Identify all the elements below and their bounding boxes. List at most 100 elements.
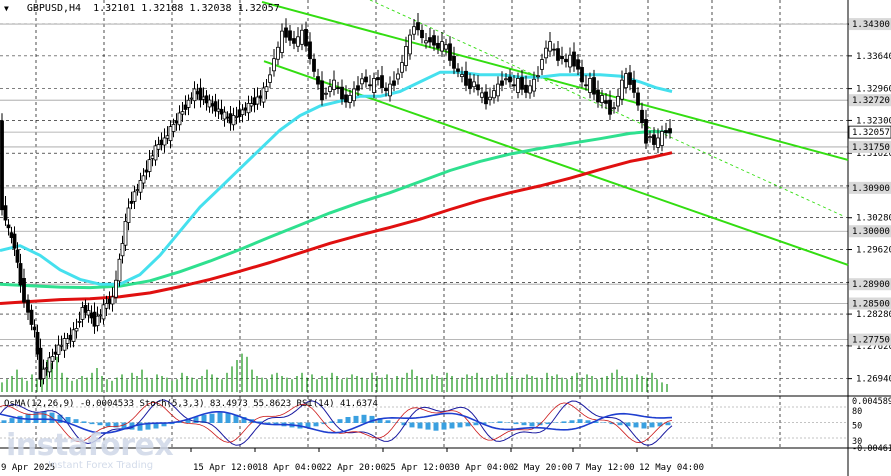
candle-body bbox=[107, 298, 112, 305]
osma-bar bbox=[457, 422, 463, 428]
candle-body bbox=[412, 26, 416, 35]
candle-body bbox=[388, 83, 392, 97]
candle-body bbox=[95, 315, 100, 327]
osma-bar bbox=[553, 422, 559, 423]
candle-body bbox=[504, 78, 508, 81]
level-label-box bbox=[848, 125, 891, 139]
candle-body bbox=[12, 233, 17, 249]
dropdown-triangle-icon[interactable]: ▼ bbox=[4, 4, 9, 13]
candle-body bbox=[516, 78, 520, 93]
candle-body bbox=[440, 41, 444, 52]
candle-body bbox=[600, 95, 604, 104]
candle-body bbox=[120, 243, 125, 257]
chart-title: ▼ GBPUSD,H4 1.32101 1.32188 1.32038 1.32… bbox=[4, 3, 280, 14]
candle-body bbox=[360, 78, 364, 85]
y-tick-label: 1.32960 bbox=[856, 85, 891, 95]
osma-bar bbox=[105, 422, 111, 427]
candle-body bbox=[15, 249, 20, 263]
candle-body bbox=[308, 41, 312, 60]
candle-body bbox=[29, 309, 34, 325]
candle-body bbox=[560, 55, 564, 60]
candle-body bbox=[604, 100, 608, 104]
level-label-box bbox=[849, 140, 891, 153]
candle-body bbox=[544, 47, 548, 59]
candle-body bbox=[340, 86, 344, 100]
candle-body bbox=[114, 279, 118, 298]
level-label-box bbox=[849, 225, 891, 238]
rsi-line bbox=[0, 410, 673, 434]
y-tick-label: 1.28280 bbox=[856, 310, 891, 320]
candle-body bbox=[98, 314, 103, 317]
candle-body bbox=[9, 232, 14, 238]
candle-body bbox=[268, 74, 272, 83]
candle-body bbox=[272, 58, 276, 72]
osma-bar bbox=[609, 422, 615, 425]
osma-bar bbox=[401, 422, 407, 426]
candle-body bbox=[552, 48, 556, 51]
candle-body bbox=[576, 59, 580, 70]
osma-bar bbox=[353, 415, 359, 423]
osma-bar bbox=[185, 419, 191, 423]
candle-body bbox=[6, 224, 11, 229]
candle-body bbox=[222, 111, 227, 120]
candle-body bbox=[47, 357, 52, 373]
candle-body bbox=[556, 48, 560, 61]
candle-body bbox=[468, 78, 472, 89]
candle-body bbox=[44, 367, 49, 370]
candle-body bbox=[436, 42, 440, 49]
candle-body bbox=[71, 329, 76, 342]
candle-body bbox=[288, 30, 292, 41]
candle-body bbox=[356, 85, 360, 91]
indicator-scale-label: 80 bbox=[852, 407, 862, 417]
level-label-box bbox=[849, 333, 891, 346]
candle-body bbox=[480, 92, 484, 98]
osma-bar bbox=[233, 414, 239, 423]
indicator-scale-label: 0.004589 bbox=[852, 397, 891, 407]
candle-body bbox=[92, 311, 97, 327]
candle-body bbox=[348, 95, 352, 104]
y-tick-label: 1.30280 bbox=[856, 214, 891, 224]
level-label-box bbox=[849, 18, 891, 31]
candle-body bbox=[616, 95, 620, 107]
candle-body bbox=[201, 96, 206, 100]
candle-body bbox=[243, 107, 248, 111]
candle-body bbox=[53, 351, 58, 355]
candle-body bbox=[77, 320, 82, 323]
candle-body bbox=[344, 94, 348, 103]
osma-bar bbox=[649, 422, 655, 428]
candle-body bbox=[35, 331, 40, 355]
candle-body bbox=[628, 72, 632, 85]
candle-body bbox=[204, 95, 209, 104]
osma-bar bbox=[33, 412, 39, 423]
osma-bar bbox=[665, 422, 671, 426]
candle-body bbox=[207, 99, 212, 108]
osma-bar bbox=[489, 422, 495, 423]
candle-body bbox=[588, 78, 592, 93]
candle-body bbox=[80, 307, 85, 320]
y-tick-label: 1.27620 bbox=[856, 342, 891, 352]
candle-body bbox=[596, 89, 600, 103]
osma-bar bbox=[569, 420, 575, 423]
candle-body bbox=[22, 278, 26, 303]
candle-body bbox=[328, 86, 332, 92]
candle-body bbox=[68, 334, 73, 341]
osma-bar bbox=[17, 415, 23, 423]
osma-bar bbox=[417, 422, 423, 429]
candle-body bbox=[32, 326, 37, 331]
osma-bar bbox=[65, 417, 71, 423]
candle-body bbox=[156, 144, 161, 150]
candle-body bbox=[126, 207, 131, 223]
candle-body bbox=[276, 46, 280, 60]
x-tick-label: 30 Apr 04:00 bbox=[449, 463, 514, 473]
candle-body bbox=[101, 304, 106, 320]
candle-body bbox=[392, 80, 396, 86]
osma-bar bbox=[481, 422, 487, 425]
candle-body bbox=[304, 28, 308, 47]
osma-bar bbox=[97, 422, 103, 426]
candle-body bbox=[528, 85, 532, 94]
candle-body bbox=[135, 189, 140, 192]
level-label-box bbox=[849, 297, 891, 310]
candle-body bbox=[123, 220, 128, 246]
